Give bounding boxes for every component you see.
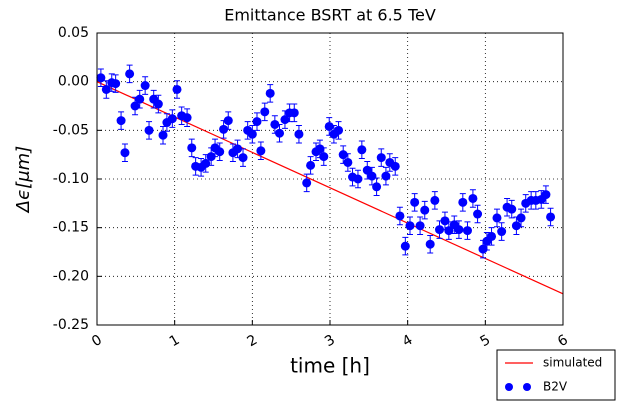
- point: [487, 231, 497, 241]
- point: [219, 124, 229, 134]
- point: [462, 226, 472, 236]
- x-tick-label: 0: [89, 332, 105, 350]
- point: [343, 157, 353, 167]
- point: [270, 119, 280, 129]
- point: [256, 146, 266, 156]
- point: [430, 195, 440, 205]
- point: [111, 79, 121, 89]
- point: [376, 153, 386, 163]
- point: [357, 145, 367, 155]
- y-tick-label: 0.00: [58, 74, 89, 90]
- x-tick-label: 3: [322, 332, 338, 350]
- legend-label: B2V: [543, 380, 568, 394]
- x-tick-label: 4: [400, 332, 416, 350]
- chart-title: Emittance BSRT at 6.5 TeV: [224, 6, 436, 25]
- point: [182, 113, 192, 123]
- point: [507, 204, 517, 214]
- point: [395, 211, 405, 221]
- point: [381, 171, 391, 181]
- point: [435, 225, 445, 235]
- point: [468, 193, 478, 203]
- point: [201, 158, 211, 168]
- point: [319, 152, 329, 162]
- point: [289, 108, 299, 118]
- point: [420, 205, 430, 215]
- point: [187, 143, 197, 153]
- y-tick-label: -0.20: [53, 268, 89, 284]
- point: [306, 160, 316, 170]
- y-tick-label: -0.10: [53, 171, 89, 187]
- point: [415, 221, 425, 231]
- point: [516, 213, 526, 223]
- point: [294, 129, 304, 139]
- point: [247, 129, 257, 139]
- y-axis-label: Δϵ[μm]: [13, 146, 34, 214]
- point: [125, 69, 135, 79]
- point: [260, 107, 270, 117]
- y-tick-label: -0.25: [53, 317, 89, 333]
- point: [338, 150, 348, 160]
- point: [410, 197, 420, 207]
- y-tick-label: -0.05: [53, 122, 89, 138]
- y-tick-label: -0.15: [53, 220, 89, 236]
- point: [400, 241, 410, 251]
- point: [546, 212, 556, 222]
- point: [101, 84, 111, 94]
- point: [140, 81, 150, 91]
- point: [215, 147, 225, 157]
- point: [492, 213, 502, 223]
- x-tick-label: 5: [477, 332, 493, 350]
- point: [265, 88, 275, 98]
- point: [458, 197, 468, 207]
- point: [153, 99, 163, 109]
- point: [454, 225, 464, 235]
- point: [252, 117, 262, 127]
- point: [96, 73, 106, 83]
- point: [334, 125, 344, 135]
- y-tick-label: 0.05: [58, 25, 89, 41]
- point: [223, 116, 233, 126]
- point: [511, 221, 521, 231]
- legend-box: [496, 349, 616, 401]
- plot-frame: [96, 32, 564, 326]
- point: [497, 227, 507, 237]
- legend-swatch: [505, 383, 513, 391]
- point: [367, 171, 377, 181]
- point: [440, 216, 450, 226]
- point: [405, 221, 415, 231]
- point: [120, 148, 130, 158]
- point: [302, 178, 312, 188]
- point: [473, 209, 483, 219]
- legend-swatch: [523, 383, 531, 391]
- point: [324, 121, 334, 131]
- point: [172, 84, 182, 94]
- x-tick-label: 1: [167, 332, 183, 350]
- point: [390, 161, 400, 171]
- point: [541, 190, 551, 200]
- point: [135, 94, 145, 104]
- point: [158, 130, 168, 140]
- point: [425, 239, 435, 249]
- legend-label: simulated: [543, 356, 602, 370]
- point: [478, 244, 488, 254]
- x-axis-label: time [h]: [290, 354, 370, 378]
- point: [233, 144, 243, 154]
- point: [116, 116, 126, 126]
- point: [353, 174, 363, 184]
- x-tick-label: 6: [555, 332, 571, 350]
- x-tick-label: 2: [244, 332, 260, 350]
- point: [206, 152, 216, 162]
- point: [315, 144, 325, 154]
- point: [144, 125, 154, 135]
- point: [167, 114, 177, 124]
- point: [275, 128, 285, 138]
- point: [238, 153, 248, 163]
- point: [372, 182, 382, 192]
- point: [444, 226, 454, 236]
